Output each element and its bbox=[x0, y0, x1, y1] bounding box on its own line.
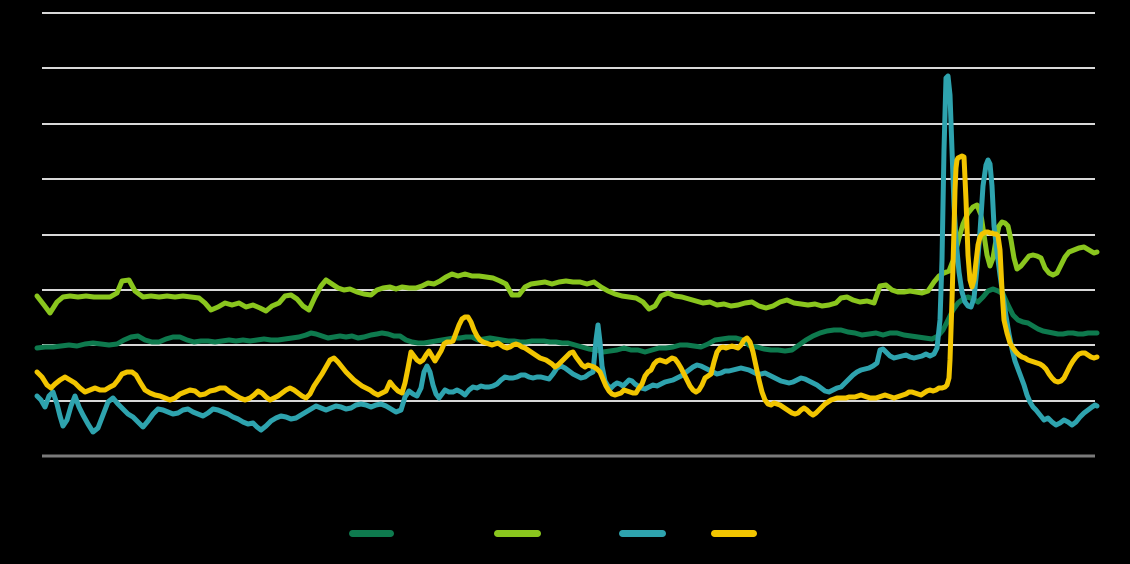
series-line-yellow bbox=[34, 153, 1100, 418]
series-line-dark-green bbox=[34, 286, 1100, 355]
legend-swatch-yellow bbox=[711, 530, 757, 537]
legend-swatch-light-green bbox=[494, 530, 541, 537]
series-lines bbox=[34, 73, 1100, 435]
series-line-teal bbox=[34, 73, 1100, 435]
series-line-light-green bbox=[34, 202, 1100, 316]
legend-swatch-dark-green bbox=[349, 530, 394, 537]
legend-swatch-teal bbox=[619, 530, 666, 537]
legend bbox=[349, 530, 757, 537]
gridlines bbox=[42, 12, 1095, 458]
